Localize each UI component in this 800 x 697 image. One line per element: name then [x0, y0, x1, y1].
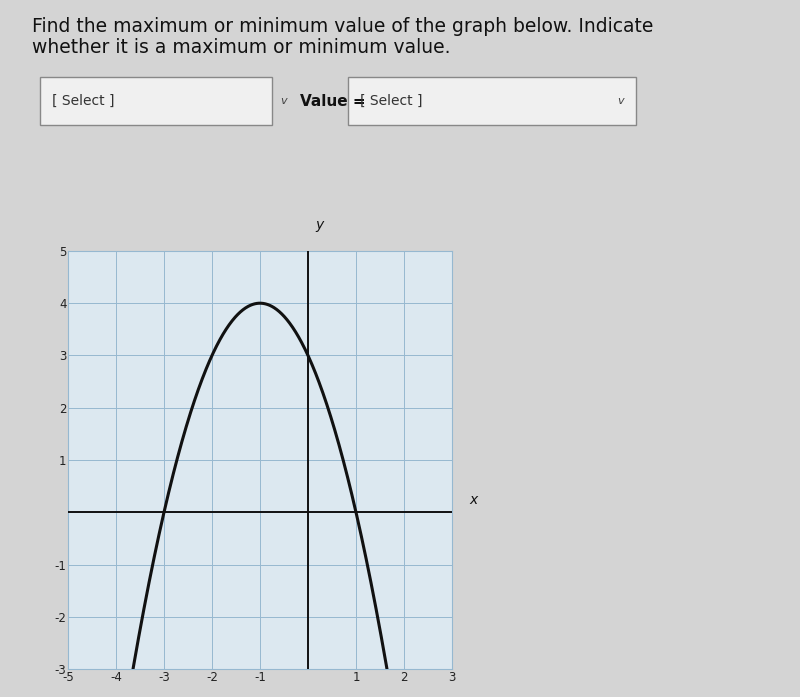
Text: Find the maximum or minimum value of the graph below. Indicate: Find the maximum or minimum value of the… — [32, 17, 654, 36]
Text: [ Select ]: [ Select ] — [360, 94, 422, 108]
Text: y: y — [315, 217, 323, 232]
Text: v: v — [618, 96, 624, 106]
Text: [ Select ]: [ Select ] — [52, 94, 114, 108]
FancyBboxPatch shape — [348, 77, 636, 125]
Text: v: v — [280, 96, 286, 106]
Text: Value =: Value = — [300, 93, 366, 109]
FancyBboxPatch shape — [40, 77, 272, 125]
Text: x: x — [470, 493, 478, 507]
Text: whether it is a maximum or minimum value.: whether it is a maximum or minimum value… — [32, 38, 450, 57]
